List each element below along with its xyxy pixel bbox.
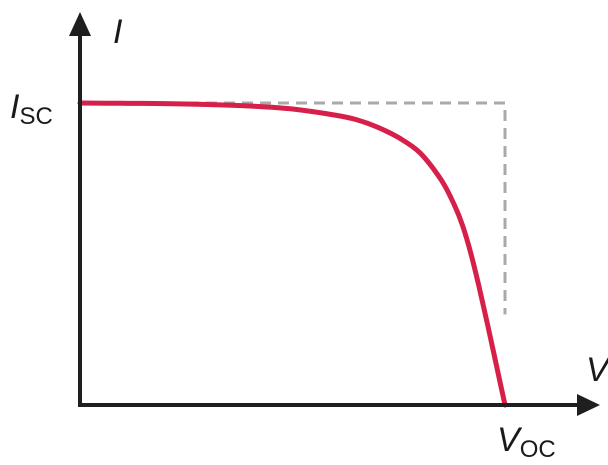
x-axis-arrow-icon bbox=[577, 394, 600, 416]
x-axis-label: V bbox=[586, 351, 608, 389]
y-axis-arrow-icon bbox=[69, 12, 91, 36]
voc-subscript: OC bbox=[520, 436, 556, 463]
voc-label: VOC bbox=[497, 421, 556, 463]
y-axis-label: I bbox=[113, 13, 123, 51]
voc-symbol: V bbox=[497, 421, 523, 459]
isc-label: ISC bbox=[10, 88, 53, 130]
plot-series bbox=[77, 100, 508, 408]
isc-symbol: I bbox=[10, 88, 20, 126]
iv-curve-line bbox=[77, 100, 508, 408]
ideal-rectangle-line bbox=[80, 101, 507, 315]
isc-subscript: SC bbox=[19, 103, 52, 130]
